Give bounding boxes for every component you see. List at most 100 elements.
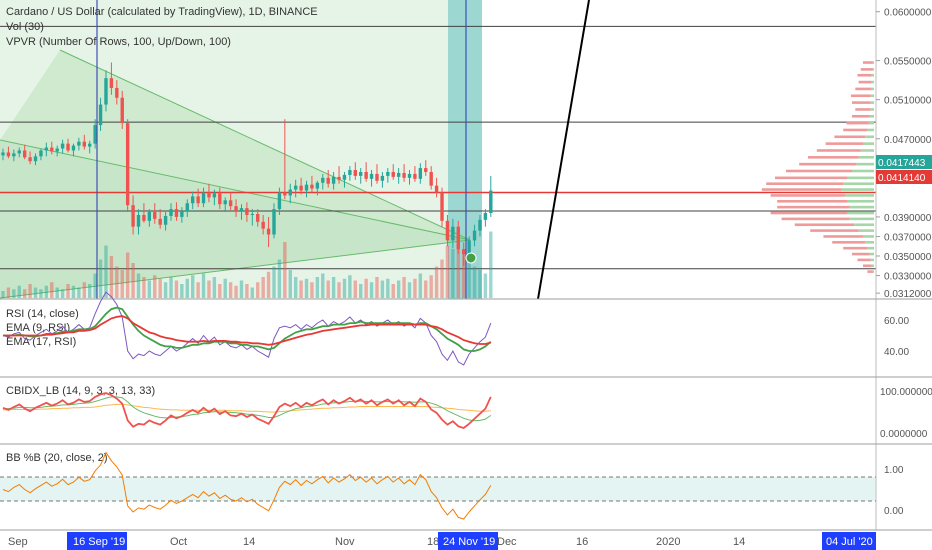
volume-bar xyxy=(456,238,460,298)
candle-body xyxy=(331,176,336,184)
bb-panel[interactable]: BB %B (20, close, 2) 1.00 0.00 xyxy=(0,452,904,517)
volume-bar xyxy=(472,266,477,298)
vpvr-down-bar xyxy=(850,94,871,98)
bb-band-fill xyxy=(0,477,876,501)
candle xyxy=(115,80,119,105)
vpvr-up-bar xyxy=(868,121,874,125)
price-tick-label: 0.0370000 xyxy=(884,232,932,243)
volume-bar xyxy=(142,277,146,298)
candle xyxy=(88,140,92,154)
volume-bar xyxy=(386,278,390,298)
candle xyxy=(326,170,330,188)
time-axis[interactable]: Sep Oct 14 Nov 18 Dec 16 2020 14 16 Sep … xyxy=(8,532,876,550)
volume-bar xyxy=(77,287,81,298)
candle-body xyxy=(180,211,184,217)
candle-body xyxy=(163,215,168,225)
candle-body xyxy=(93,125,97,144)
volume-bar xyxy=(12,289,16,298)
date-badge-jul04: 04 Jul '20 xyxy=(826,536,873,548)
volume-bar xyxy=(82,282,86,298)
candle xyxy=(429,166,433,190)
candle-body xyxy=(223,200,227,205)
candle-body xyxy=(120,97,124,124)
rsi-panel[interactable]: RSI (14, close) EMA (9, RSI) EMA (17, RS… xyxy=(6,308,909,358)
candle xyxy=(180,207,184,223)
candle xyxy=(131,195,135,235)
volume-bar xyxy=(440,259,444,298)
candle-body xyxy=(386,171,390,176)
vpvr-down-bar xyxy=(843,246,868,250)
vpvr-down-bar xyxy=(810,229,859,232)
vpvr-up-bar xyxy=(849,217,874,221)
candle-body xyxy=(88,143,92,147)
candle-body xyxy=(304,184,309,191)
fan-line-2[interactable] xyxy=(0,139,471,241)
vpvr-up-bar xyxy=(863,142,874,145)
trend-line[interactable] xyxy=(537,0,590,300)
vpvr-up-bar xyxy=(860,149,874,152)
candle xyxy=(288,183,292,204)
volume-bar xyxy=(380,280,385,298)
price-tick-label: 0.0550000 xyxy=(884,57,932,68)
candle-body xyxy=(82,141,86,147)
volume-bar xyxy=(6,287,11,298)
ema17-line xyxy=(3,315,492,346)
volume-bar xyxy=(158,278,162,298)
candle-body xyxy=(158,218,162,225)
volume-bar xyxy=(261,277,265,298)
volume-bar xyxy=(283,242,287,298)
volume-bar xyxy=(310,282,314,298)
price-tick-label: 0.0390000 xyxy=(884,213,932,224)
zone-drawings[interactable] xyxy=(0,0,482,299)
vpvr-down-bar xyxy=(832,241,866,244)
vpvr-down-bar xyxy=(777,205,850,209)
volume-bar xyxy=(239,280,244,298)
fan-triangle-lower[interactable] xyxy=(0,140,470,298)
time-label-14: 14 xyxy=(243,536,255,548)
candle-body xyxy=(104,78,108,105)
candle-body xyxy=(483,213,488,220)
candle xyxy=(337,166,341,184)
volume-bar xyxy=(293,277,298,298)
ema9-label: EMA (9, RSI) xyxy=(6,322,70,334)
fan-line[interactable] xyxy=(59,49,471,241)
candle xyxy=(196,188,200,208)
volume-bar xyxy=(174,280,179,298)
date-badge-nov24: 24 Nov '19 xyxy=(443,536,495,548)
volume-bar xyxy=(407,282,412,298)
bb-percent-line xyxy=(2,451,492,520)
candle-body xyxy=(185,203,189,212)
vpvr-down-bar xyxy=(846,121,869,125)
candle xyxy=(82,134,86,150)
vpvr-up-bar xyxy=(870,258,874,262)
candle-body xyxy=(245,208,249,215)
candle-body xyxy=(71,145,76,151)
candle-body xyxy=(22,150,27,158)
date-badge-jul04-bg xyxy=(822,532,876,550)
candle xyxy=(489,175,493,217)
candle-body xyxy=(17,150,21,154)
vpvr-down-bar xyxy=(770,211,848,215)
candle xyxy=(451,218,455,249)
vpvr-down-bar xyxy=(857,258,871,262)
candle xyxy=(125,119,130,213)
candle xyxy=(304,180,309,198)
candle-body xyxy=(109,78,114,88)
candle xyxy=(120,90,124,129)
bb-tick-0: 0.00 xyxy=(884,506,904,517)
candle-body xyxy=(39,150,43,157)
candle-body xyxy=(153,212,157,219)
cbidx-panel[interactable]: CBIDX_LB (14, 9, 3, 3, 13, 33) 100.00000… xyxy=(6,385,932,440)
volume-bar xyxy=(445,245,450,298)
volume-bar xyxy=(478,270,482,298)
volume-bar xyxy=(136,273,141,298)
candle-body xyxy=(456,226,460,250)
candle xyxy=(98,97,103,131)
vpvr-down-bar xyxy=(781,217,850,221)
vpvr-down-bar xyxy=(823,235,863,238)
vpvr-down-bar xyxy=(799,162,857,166)
volume-bar xyxy=(191,275,195,298)
candle-body xyxy=(272,209,276,235)
volume-bar xyxy=(369,282,374,298)
